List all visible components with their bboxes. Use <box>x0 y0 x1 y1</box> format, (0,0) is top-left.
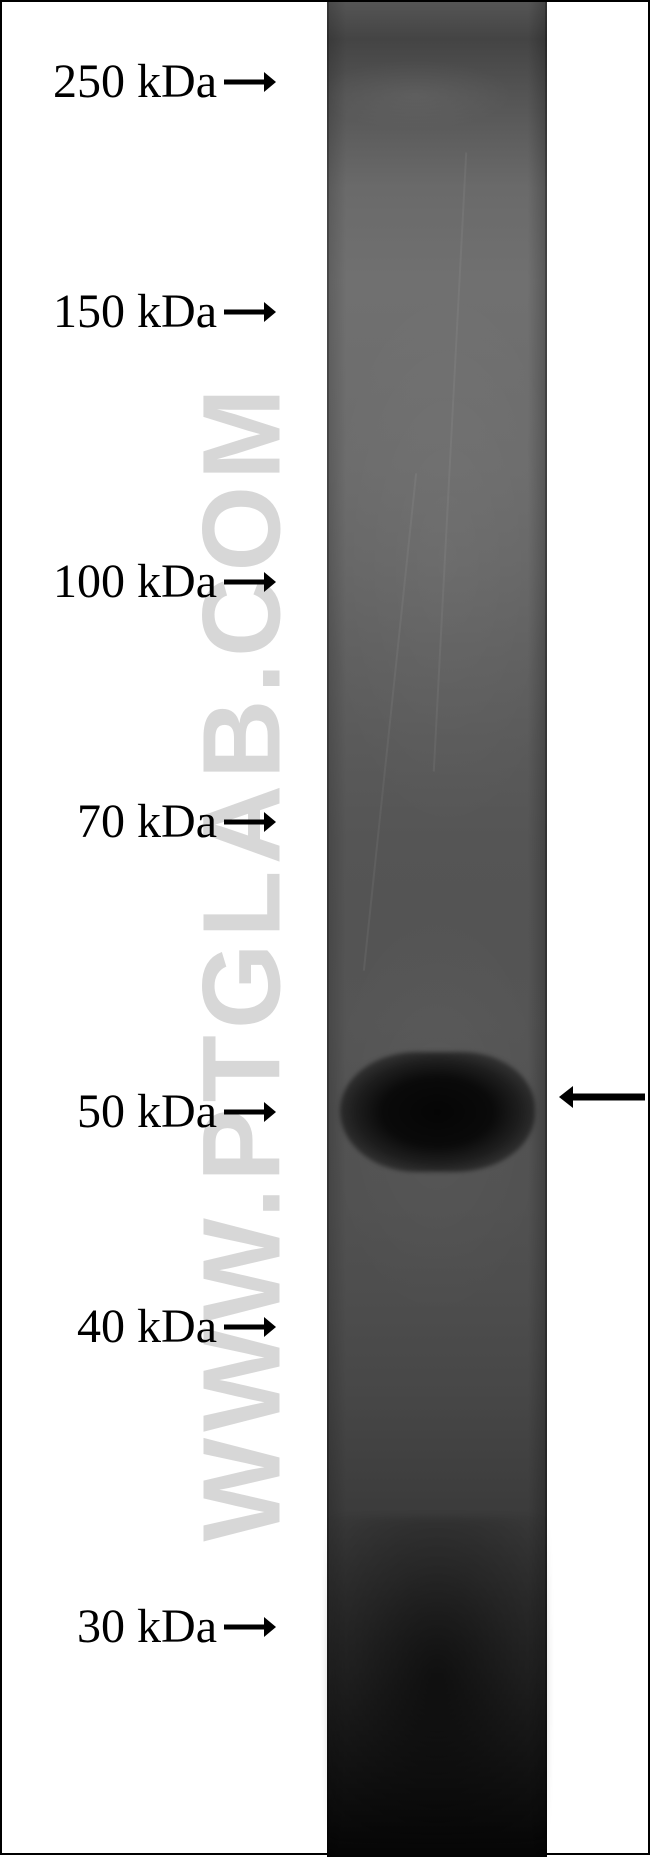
marker-arrow-icon <box>222 58 278 106</box>
marker-label: 250 kDa <box>2 58 217 106</box>
marker-arrow-icon <box>222 558 278 606</box>
marker-arrow-icon <box>222 288 278 336</box>
blot-figure: WWW.PTGLAB.COM 250 kDa150 kDa100 kDa70 k… <box>0 0 650 1855</box>
marker-label: 100 kDa <box>2 558 217 606</box>
marker-arrow-icon <box>222 1303 278 1351</box>
marker-label: 30 kDa <box>2 1603 217 1651</box>
marker-arrow-icon <box>222 798 278 846</box>
marker-label: 50 kDa <box>2 1088 217 1136</box>
marker-arrow-icon <box>222 1603 278 1651</box>
band-primary <box>340 1052 535 1172</box>
marker-label: 40 kDa <box>2 1303 217 1351</box>
marker-label: 150 kDa <box>2 288 217 336</box>
result-arrow-icon <box>557 1077 647 1117</box>
lane-smudge <box>327 1517 547 1837</box>
marker-label: 70 kDa <box>2 798 217 846</box>
lane-scratch <box>363 473 417 970</box>
lane-scratch <box>433 152 467 771</box>
marker-arrow-icon <box>222 1088 278 1136</box>
